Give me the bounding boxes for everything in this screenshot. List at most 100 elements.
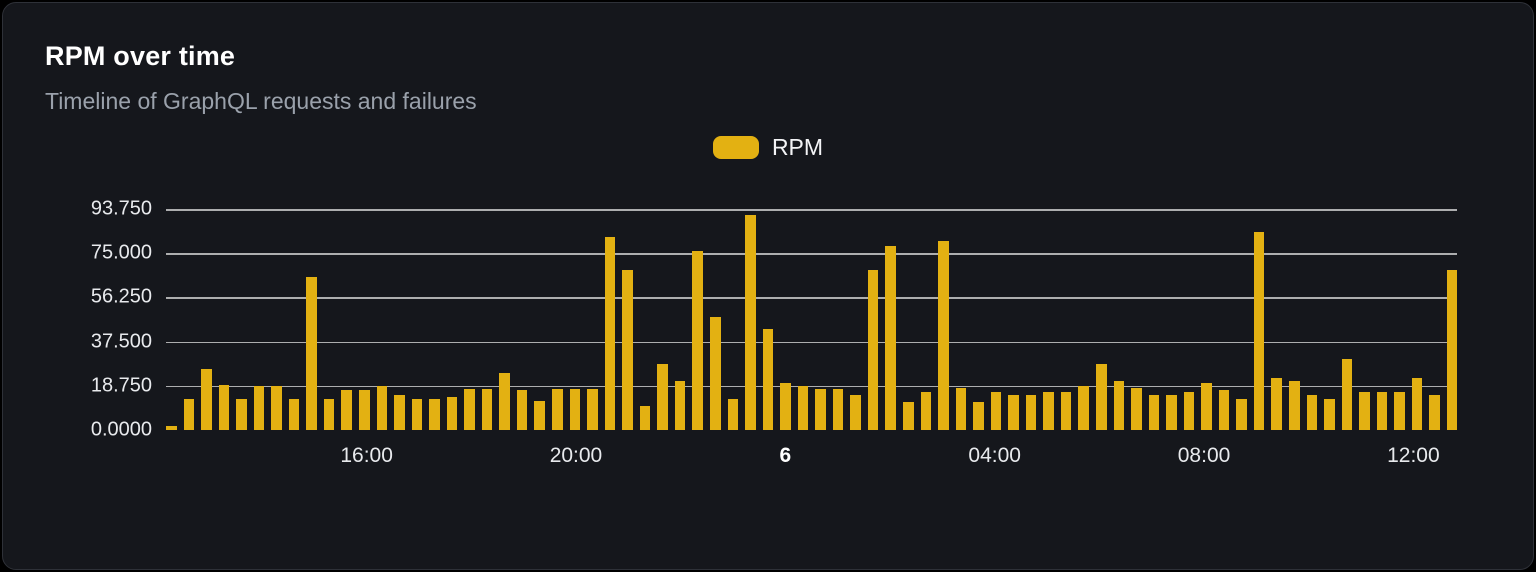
rpm-chart: 0.0000 18.750 37.500 56.250 75.000 93.750 — [3, 198, 1533, 441]
rpm-bar[interactable] — [867, 269, 879, 430]
rpm-bar[interactable] — [411, 399, 423, 430]
rpm-bar[interactable] — [1166, 394, 1177, 430]
rpm-bar[interactable] — [902, 401, 914, 430]
y-axis-tick-label: 37.500 — [90, 330, 152, 353]
rpm-bar[interactable] — [797, 386, 809, 430]
rpm-bar[interactable] — [394, 394, 405, 430]
x-axis-tick-label: 08:00 — [1177, 444, 1231, 467]
rpm-bar[interactable] — [499, 373, 510, 430]
rpm-bar[interactable] — [166, 426, 177, 430]
rpm-bar[interactable] — [938, 241, 949, 430]
rpm-bar[interactable] — [271, 386, 282, 430]
rpm-bar[interactable] — [1394, 392, 1405, 430]
rpm-bar[interactable] — [552, 388, 563, 430]
rpm-bar[interactable] — [516, 389, 528, 430]
rpm-bar[interactable] — [359, 389, 370, 430]
x-axis-tick-label: 16:00 — [340, 444, 393, 467]
rpm-bar[interactable] — [1359, 392, 1370, 430]
rpm-bar[interactable] — [288, 399, 300, 430]
rpm-bar[interactable] — [762, 328, 774, 430]
rpm-bar[interactable] — [1376, 392, 1388, 430]
rpm-bar[interactable] — [534, 400, 546, 430]
y-axis-tick-label: 93.750 — [90, 197, 152, 220]
chart-subtitle: Timeline of GraphQL requests and failure… — [45, 88, 477, 114]
chart-title: RPM over time — [45, 41, 236, 71]
rpm-bar[interactable] — [1008, 394, 1019, 430]
rpm-bar[interactable] — [253, 386, 265, 430]
rpm-bar[interactable] — [1253, 231, 1265, 430]
rpm-bar[interactable] — [1043, 392, 1054, 430]
rpm-bar[interactable] — [990, 392, 1002, 430]
rpm-bar[interactable] — [464, 388, 475, 430]
rpm-bar[interactable] — [1201, 382, 1212, 430]
rpm-bar[interactable] — [1324, 399, 1335, 430]
rpm-bar[interactable] — [727, 399, 739, 430]
rpm-bar[interactable] — [218, 385, 230, 430]
rpm-bar[interactable] — [1341, 359, 1353, 430]
rpm-bar[interactable] — [1218, 389, 1230, 430]
rpm-bar[interactable] — [639, 406, 651, 430]
rpm-bar[interactable] — [832, 388, 844, 430]
rpm-bar[interactable] — [376, 386, 388, 430]
rpm-bar[interactable] — [657, 364, 668, 430]
rpm-bar[interactable] — [183, 399, 195, 430]
rpm-bar[interactable] — [1025, 394, 1037, 430]
x-axis-tick-label: 6 — [779, 444, 792, 467]
legend-swatch-rpm[interactable] — [712, 135, 759, 159]
x-axis-tick-label: 12:00 — [1387, 444, 1440, 467]
plot-area — [166, 209, 1458, 430]
rpm-bar[interactable] — [1271, 378, 1282, 430]
legend-label-rpm[interactable]: RPM — [771, 133, 824, 160]
rpm-bar[interactable] — [850, 394, 861, 430]
rpm-bar[interactable] — [429, 399, 440, 430]
rpm-bar[interactable] — [201, 368, 212, 430]
rpm-bar[interactable] — [1148, 394, 1160, 430]
y-axis-tick-label: 75.000 — [90, 241, 152, 264]
rpm-bar[interactable] — [587, 388, 598, 430]
rpm-bar[interactable] — [1113, 380, 1125, 430]
rpm-bar[interactable] — [446, 397, 458, 430]
rpm-bar[interactable] — [1060, 392, 1072, 430]
rpm-bar[interactable] — [1131, 387, 1142, 430]
gridline — [166, 253, 1457, 255]
rpm-bar[interactable] — [236, 399, 247, 430]
rpm-bar[interactable] — [780, 382, 791, 430]
rpm-bar[interactable] — [920, 392, 932, 430]
rpm-bar[interactable] — [1446, 269, 1458, 430]
rpm-bar[interactable] — [1183, 392, 1195, 430]
gridline — [166, 297, 1457, 299]
bars-container — [166, 209, 1458, 430]
x-axis-tick-label: 04:00 — [968, 444, 1021, 467]
rpm-bar[interactable] — [709, 316, 721, 430]
y-axis-tick-label: 18.750 — [90, 374, 152, 397]
rpm-bar[interactable] — [481, 388, 493, 430]
rpm-bar[interactable] — [815, 388, 826, 430]
y-axis-tick-label: 0.0000 — [90, 418, 152, 441]
rpm-bar[interactable] — [1095, 364, 1107, 430]
rpm-bar[interactable] — [1078, 386, 1089, 430]
rpm-bar[interactable] — [1289, 380, 1300, 430]
rpm-bar[interactable] — [604, 236, 616, 430]
rpm-bar[interactable] — [692, 250, 703, 430]
y-axis-tick-label: 56.250 — [90, 285, 152, 308]
rpm-bar[interactable] — [674, 380, 686, 430]
legend: RPM — [3, 133, 1533, 161]
rpm-bar[interactable] — [885, 246, 896, 430]
rpm-bar[interactable] — [1429, 394, 1440, 430]
rpm-bar[interactable] — [622, 269, 633, 430]
rpm-bar[interactable] — [745, 215, 756, 430]
rpm-bar[interactable] — [306, 276, 317, 430]
rpm-bar[interactable] — [973, 401, 984, 430]
gridline — [166, 341, 1457, 344]
rpm-bar[interactable] — [1411, 378, 1423, 430]
gridline — [166, 385, 1457, 388]
x-axis: 16:00 20:00 6 04:00 08:00 12:00 — [166, 430, 1457, 480]
gridline — [166, 209, 1457, 211]
rpm-bar[interactable] — [1236, 399, 1247, 430]
rpm-bar[interactable] — [569, 388, 581, 430]
x-axis-tick-label: 20:00 — [549, 444, 603, 467]
rpm-bar[interactable] — [323, 399, 335, 430]
rpm-bar[interactable] — [1306, 394, 1318, 430]
rpm-bar[interactable] — [341, 389, 353, 430]
rpm-bar[interactable] — [955, 387, 967, 430]
